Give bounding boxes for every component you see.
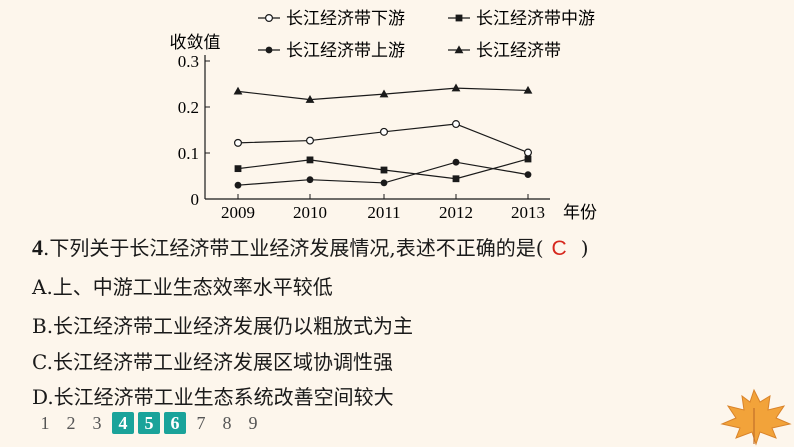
data-point-1-3: [452, 175, 460, 183]
page-link-3[interactable]: 3: [92, 413, 102, 433]
option-d[interactable]: D.长江经济带工业生态系统改善空间较大: [32, 385, 394, 409]
data-point-2-2: [380, 179, 388, 187]
data-point-1-1: [306, 156, 314, 164]
data-point-3-0: [233, 86, 243, 95]
question-close-paren: ): [580, 236, 589, 260]
data-point-0-3: [452, 120, 461, 129]
maple-leaf-icon: [720, 388, 792, 446]
legend-label-2: 长江经济带上游: [286, 41, 405, 61]
data-point-0-4: [523, 148, 532, 157]
x-axis-label: 年份: [563, 203, 597, 223]
legend-label-0: 长江经济带下游: [286, 9, 405, 29]
page-link-9[interactable]: 9: [248, 413, 258, 433]
data-point-1-0: [234, 165, 242, 173]
legend-marker-3: [454, 45, 464, 54]
page-link-2[interactable]: 2: [66, 413, 76, 433]
page-link-6[interactable]: 6: [164, 412, 186, 434]
option-c[interactable]: C.长江经济带工业经济发展区域协调性强: [32, 350, 393, 374]
legend-marker-0: [265, 14, 274, 23]
data-point-3-4: [523, 85, 533, 94]
page-link-8[interactable]: 8: [222, 413, 232, 433]
data-point-2-3: [452, 158, 460, 166]
question-stem: 4.下列关于长江经济带工业经济发展情况,表述不正确的是( C): [32, 232, 589, 261]
legend-label-1: 长江经济带中游: [476, 9, 595, 29]
legend-marker-2: [265, 46, 273, 54]
y-tick-label: 0.2: [178, 98, 199, 117]
question-number: 4: [32, 235, 43, 260]
data-point-3-1: [305, 95, 315, 103]
data-point-3-2: [379, 89, 389, 98]
data-point-2-4: [524, 171, 532, 179]
y-tick-label: 0.1: [178, 144, 199, 163]
data-point-1-4: [524, 155, 532, 163]
x-tick-label: 2009: [221, 203, 255, 222]
data-point-3-3: [451, 83, 461, 92]
y-tick-label: 0: [191, 190, 200, 209]
y-tick-label: 0.3: [178, 52, 199, 71]
x-tick-label: 2012: [439, 203, 473, 222]
y-axis-label: 收敛值: [170, 33, 221, 53]
option-a[interactable]: A.上、中游工业生态效率水平较低: [32, 275, 333, 299]
legend-marker-1: [455, 14, 463, 22]
answer-letter: C: [551, 237, 567, 260]
legend-label-3: 长江经济带: [476, 41, 561, 61]
page-link-5[interactable]: 5: [138, 412, 160, 434]
data-point-2-1: [306, 176, 314, 184]
x-tick-label: 2010: [293, 203, 327, 222]
x-tick-label: 2011: [367, 203, 400, 222]
data-point-0-2: [380, 127, 389, 136]
data-point-0-0: [234, 138, 243, 147]
data-point-0-1: [306, 136, 315, 145]
x-tick-label: 2013: [511, 203, 545, 222]
page-link-7[interactable]: 7: [196, 413, 206, 433]
page-link-4[interactable]: 4: [112, 412, 134, 434]
question-text: .下列关于长江经济带工业经济发展情况,表述不正确的是(: [43, 236, 544, 260]
page-link-1[interactable]: 1: [40, 413, 50, 433]
data-point-1-2: [380, 166, 388, 174]
option-b[interactable]: B.长江经济带工业经济发展仍以粗放式为主: [32, 314, 414, 338]
data-point-2-0: [234, 181, 242, 189]
